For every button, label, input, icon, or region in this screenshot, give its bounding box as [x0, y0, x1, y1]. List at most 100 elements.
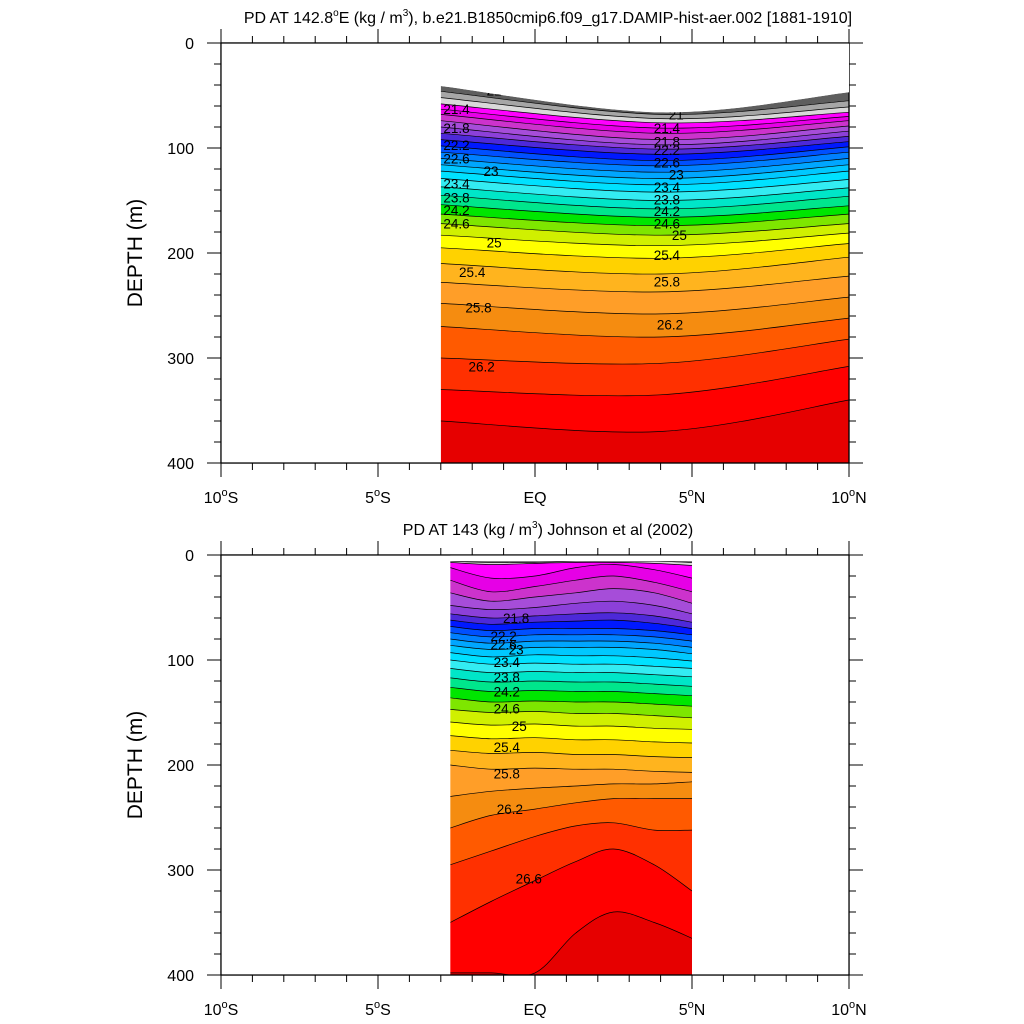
x-tick-label: EQ	[523, 490, 546, 507]
contour-label: 24.6	[443, 217, 469, 232]
y-tick-label: 100	[167, 653, 194, 670]
contour-band	[440, 257, 849, 292]
contour-label: 21.4	[443, 102, 470, 117]
contour-band	[440, 276, 849, 314]
x-tick-label: 10oS	[204, 999, 239, 1019]
contour-band	[440, 152, 849, 173]
contour-line	[440, 132, 849, 150]
contour-label: 24.2	[494, 685, 520, 700]
x-tick-label: 5oS	[365, 999, 391, 1019]
contour-band	[440, 204, 849, 226]
contour-band	[450, 911, 692, 975]
y-tick-label: 0	[185, 548, 194, 565]
contour-line	[450, 652, 693, 662]
contour-line	[450, 632, 693, 642]
contour-band	[440, 86, 849, 115]
x-tick-num: EQ	[523, 490, 546, 507]
contour-label: 25.4	[459, 265, 486, 280]
x-tick-hemisphere: N	[855, 1002, 867, 1019]
contour-line	[440, 338, 849, 365]
contour-band	[450, 781, 692, 828]
x-tick-num: 10	[831, 490, 849, 507]
surface-mask	[450, 555, 692, 562]
contour-line	[440, 213, 849, 227]
x-tick-degree: o	[222, 487, 228, 499]
contour-label: 21.8	[654, 135, 680, 150]
contour-label: 22.2	[490, 629, 516, 644]
contour-label: 24.2	[443, 203, 469, 218]
contour-band	[440, 400, 849, 463]
contour-band	[450, 561, 692, 566]
contour-label: 23.4	[654, 180, 681, 195]
contour-line	[440, 256, 849, 275]
contour-line	[440, 275, 849, 293]
contour-fills	[450, 560, 693, 975]
contour-line	[440, 194, 849, 210]
contour-band	[450, 848, 692, 975]
contour-line	[450, 612, 693, 623]
contour-line	[450, 619, 693, 629]
contour-band	[450, 798, 692, 865]
x-tick-degree: o	[849, 487, 855, 499]
chart-title: PD AT 143 (kg / m3) Johnson et al (2002)	[403, 520, 693, 539]
title-suffix: ) Johnson et al (2002)	[538, 522, 694, 539]
contour-band	[440, 214, 849, 236]
contour-line	[450, 588, 693, 604]
contour-line	[450, 561, 693, 566]
no-data-left	[221, 43, 441, 463]
contour-band	[440, 171, 849, 193]
x-tick-num: EQ	[523, 1002, 546, 1019]
contour-line	[440, 120, 849, 140]
contour-label: 23.8	[654, 192, 680, 207]
contour-label: 24.6	[654, 217, 680, 232]
contour-band	[440, 164, 849, 185]
y-axis-label: DEPTH (m)	[124, 711, 147, 820]
x-tick-num: 5	[365, 1002, 374, 1019]
contour-label: 25.8	[465, 301, 491, 316]
contour-line	[450, 781, 693, 797]
contour-line	[440, 151, 849, 167]
x-tick-num: 10	[831, 1002, 849, 1019]
x-tick-label: 10oN	[831, 487, 866, 507]
contour-line	[450, 764, 693, 773]
contour-band	[440, 114, 849, 140]
contour-band	[450, 575, 692, 604]
contour-band	[450, 588, 692, 614]
x-tick-hemisphere: S	[380, 490, 391, 507]
panel-top: 2121.421.822.222.62323.423.824.224.62525…	[124, 8, 867, 507]
contour-label: 22.6	[654, 156, 680, 171]
contour-band	[440, 297, 849, 338]
x-tick-degree: o	[222, 999, 228, 1011]
contour-label: 23	[669, 167, 684, 182]
contour-band	[450, 765, 692, 797]
surface-mask	[440, 43, 849, 113]
contour-band	[450, 562, 692, 579]
contour-line	[450, 600, 693, 615]
no-data-right	[692, 555, 849, 975]
x-tick-num: 5	[365, 490, 374, 507]
contour-label: 21.8	[503, 611, 529, 626]
x-tick-num: 10	[204, 490, 222, 507]
contour-line	[450, 697, 693, 707]
contour-line	[450, 626, 693, 636]
x-tick-label: 5oN	[679, 999, 706, 1019]
x-tick-label: 10oS	[204, 487, 239, 507]
no-data-left	[221, 555, 451, 975]
contour-band	[440, 318, 849, 365]
contour-band	[440, 158, 849, 179]
contour-line	[450, 686, 693, 697]
contour-line	[440, 178, 849, 193]
x-tick-degree: o	[849, 999, 855, 1011]
contour-label: 26.2	[497, 802, 523, 817]
contour-line	[450, 644, 693, 655]
contour-label: 25.8	[654, 274, 680, 289]
x-tick-hemisphere: S	[228, 1002, 239, 1019]
contour-line	[450, 749, 693, 758]
contour-label: 26.2	[657, 317, 683, 332]
contour-band	[440, 97, 849, 123]
contour-line	[440, 145, 849, 161]
contour-label: 25.4	[494, 740, 521, 755]
contour-line	[440, 97, 849, 120]
